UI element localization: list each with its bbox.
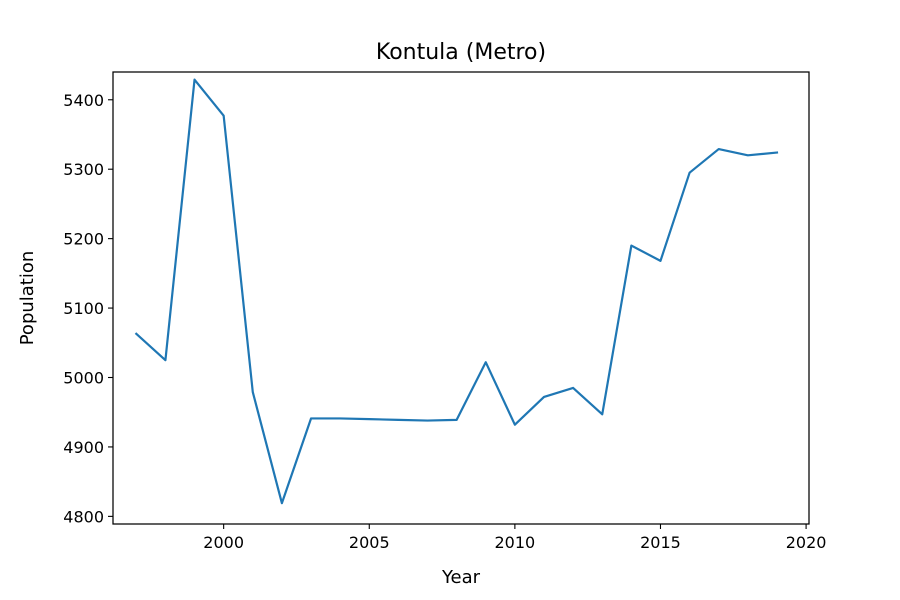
plot-area-frame — [112, 71, 810, 525]
y-axis-label: Population — [17, 251, 38, 346]
x-tick-label: 2000 — [203, 533, 244, 552]
y-tick-label: 5300 — [63, 160, 104, 179]
x-tick-label: 2005 — [349, 533, 390, 552]
y-tick-label: 5400 — [63, 91, 104, 110]
x-axis-label: Year — [441, 567, 481, 588]
population-series-line — [134, 78, 779, 505]
y-tick-label: 4900 — [63, 438, 104, 457]
chart-title: Kontula (Metro) — [376, 40, 546, 65]
y-tick-label: 5000 — [63, 368, 104, 387]
x-tick-label: 2010 — [495, 533, 536, 552]
x-tick-label: 2020 — [786, 533, 827, 552]
x-tick-label: 2015 — [640, 533, 681, 552]
y-tick-label: 5200 — [63, 230, 104, 249]
y-tick-label: 5100 — [63, 299, 104, 318]
y-tick-label: 4800 — [63, 507, 104, 526]
series-layer — [134, 78, 779, 505]
ticks-layer: 2000 2005 2010 2015 2020 4800 4900 5000 5100 5200… — [63, 91, 826, 552]
